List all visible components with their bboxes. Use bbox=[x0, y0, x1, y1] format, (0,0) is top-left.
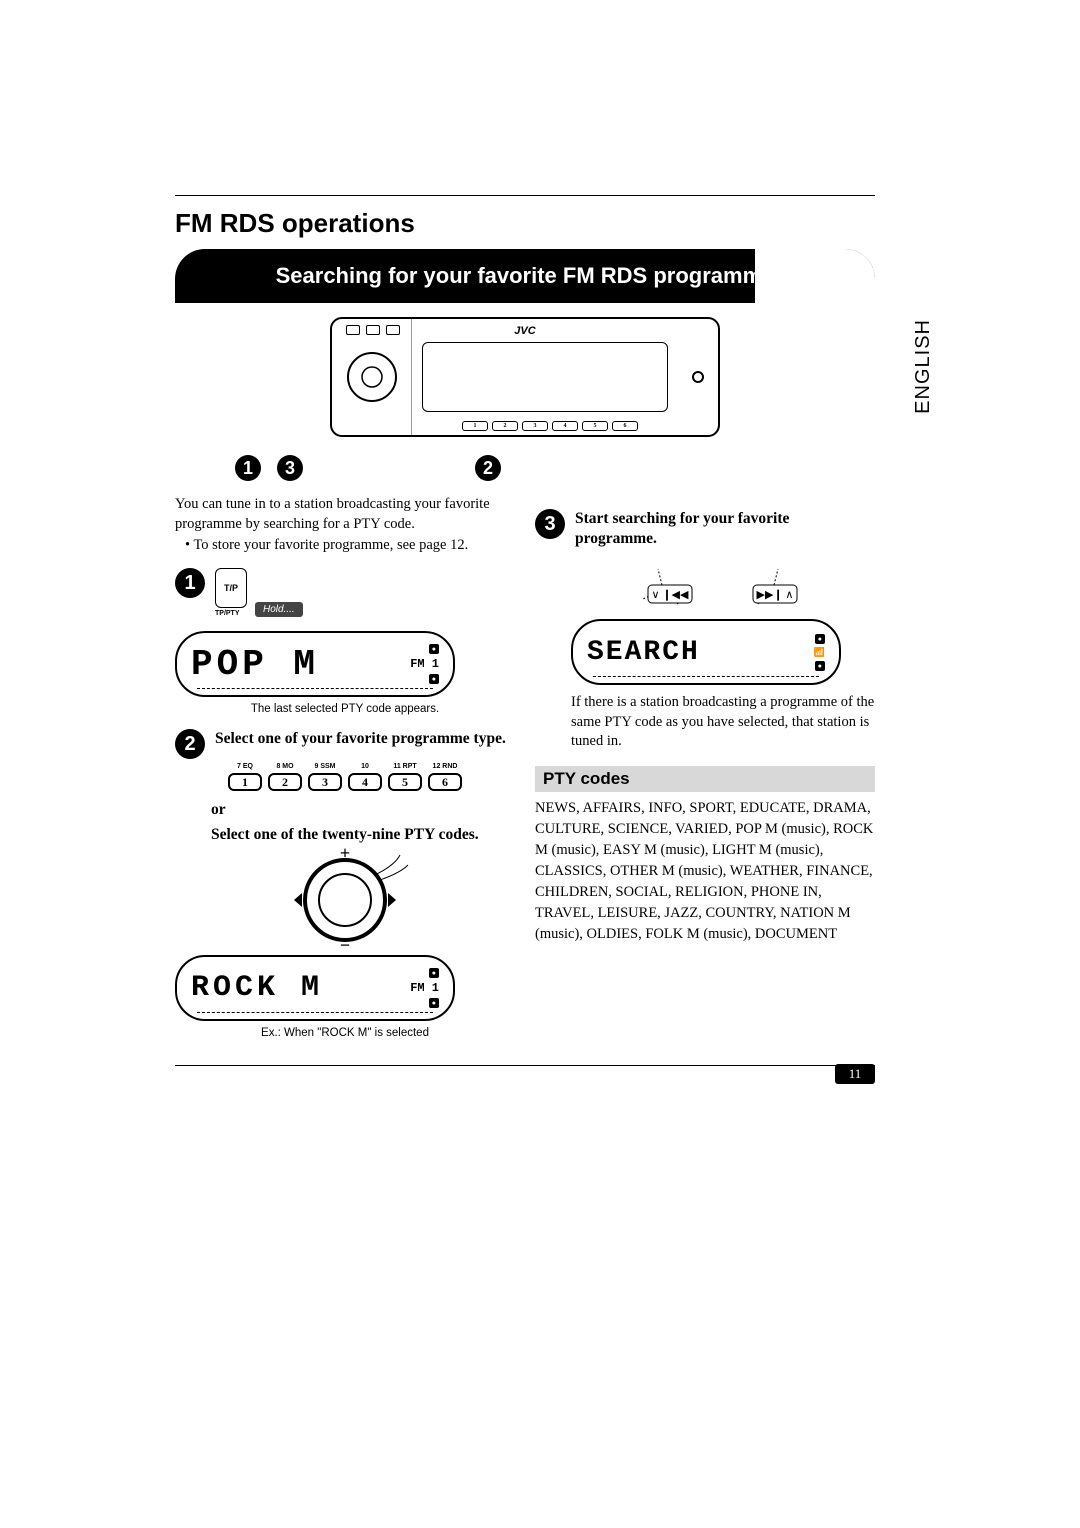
number-button: 9 SSM3 bbox=[308, 773, 342, 791]
left-column: You can tune in to a station broadcastin… bbox=[175, 495, 515, 1039]
step-3-number: 3 bbox=[535, 509, 565, 539]
number-button: 11 RPT5 bbox=[388, 773, 422, 791]
svg-text:∨ ❙◀◀: ∨ ❙◀◀ bbox=[652, 589, 689, 601]
callout-1: 1 bbox=[235, 455, 261, 481]
or-label: or bbox=[175, 801, 515, 819]
language-tab: ENGLISH bbox=[912, 319, 935, 414]
step-3-text: Start searching for your favorite progra… bbox=[575, 509, 875, 549]
step-2-text: Select one of your favorite programme ty… bbox=[215, 729, 506, 749]
preset-button: 2 bbox=[492, 421, 518, 431]
dial-illustration: + − bbox=[280, 845, 410, 955]
intro-text: You can tune in to a station broadcastin… bbox=[175, 495, 515, 534]
banner-right-cap bbox=[755, 249, 875, 303]
banner-title: Searching for your favorite FM RDS progr… bbox=[276, 263, 775, 289]
callout-row: 1 3 2 bbox=[175, 455, 875, 481]
preset-button: 3 bbox=[522, 421, 548, 431]
lcd-display-3: SEARCH ● 📶 ● bbox=[571, 619, 841, 685]
step-2b-text: Select one of the twenty-nine PTY codes. bbox=[175, 825, 515, 845]
lcd-display-1: POP M ● FM 1 ● bbox=[175, 631, 455, 697]
step-2-number: 2 bbox=[175, 729, 205, 759]
lcd-badge: ● bbox=[815, 634, 825, 644]
lcd-badge: ● bbox=[429, 644, 439, 654]
hold-badge: Hold.... bbox=[255, 602, 303, 617]
top-rule bbox=[175, 195, 875, 196]
lcd-fm: FM 1 bbox=[410, 657, 439, 671]
number-button: 8 MO2 bbox=[268, 773, 302, 791]
preset-row: 1 2 3 4 5 6 bbox=[422, 421, 678, 431]
device-dial-zone bbox=[332, 319, 412, 435]
lcd-underline bbox=[197, 1012, 433, 1013]
lcd-display-2: ROCK M ● FM 1 ● bbox=[175, 955, 455, 1021]
dial-icon bbox=[344, 349, 400, 405]
aux-jack-icon bbox=[692, 371, 704, 383]
number-button: 104 bbox=[348, 773, 382, 791]
lcd-badge: ● bbox=[429, 674, 439, 684]
callout-2: 2 bbox=[475, 455, 501, 481]
tp-button-icon: T/P bbox=[215, 568, 247, 608]
page-number: 11 bbox=[835, 1064, 875, 1084]
lcd-fm: FM 1 bbox=[410, 981, 439, 995]
tp-button-top: T/P bbox=[224, 583, 238, 593]
lcd-1-caption: The last selected PTY code appears. bbox=[175, 703, 515, 715]
brand-logo: JVC bbox=[514, 325, 535, 337]
step-3: 3 Start searching for your favorite prog… bbox=[535, 509, 875, 549]
pty-codes-list: NEWS, AFFAIRS, INFO, SPORT, EDUCATE, DRA… bbox=[535, 798, 875, 945]
tp-button-label: TP/PTY bbox=[215, 610, 247, 617]
banner: Searching for your favorite FM RDS progr… bbox=[175, 249, 875, 303]
lcd-2-caption: Ex.: When "ROCK M" is selected bbox=[175, 1027, 515, 1039]
antenna-icon: 📶 bbox=[814, 647, 825, 658]
page-title: FM RDS operations bbox=[175, 208, 875, 239]
nav-arrows: ∨ ❙◀◀ ▶▶❙ ∧ bbox=[571, 559, 875, 609]
nav-arrows-icon: ∨ ❙◀◀ ▶▶❙ ∧ bbox=[623, 559, 823, 609]
preset-button: 6 bbox=[612, 421, 638, 431]
lcd-underline bbox=[197, 688, 433, 689]
device-display bbox=[422, 342, 668, 412]
pty-codes-heading: PTY codes bbox=[535, 766, 875, 792]
step-2: 2 Select one of your favorite programme … bbox=[175, 729, 515, 759]
svg-text:▶▶❙ ∧: ▶▶❙ ∧ bbox=[757, 589, 794, 601]
number-button-row: 7 EQ1 8 MO2 9 SSM3 104 11 RPT5 12 RND6 bbox=[175, 773, 515, 791]
intro-bullet: • To store your favorite programme, see … bbox=[175, 537, 515, 554]
preset-button: 5 bbox=[582, 421, 608, 431]
number-button: 12 RND6 bbox=[428, 773, 462, 791]
tiny-button bbox=[346, 325, 360, 335]
bottom-rule: 11 bbox=[175, 1065, 875, 1066]
lcd-main-text: ROCK M bbox=[191, 971, 400, 1005]
step-1-number: 1 bbox=[175, 568, 205, 598]
preset-button: 1 bbox=[462, 421, 488, 431]
lcd-main-text: SEARCH bbox=[587, 637, 804, 668]
preset-button: 4 bbox=[552, 421, 578, 431]
lcd-badge: ● bbox=[429, 968, 439, 978]
callout-3: 3 bbox=[277, 455, 303, 481]
device-illustration: JVC 1 2 3 4 5 6 bbox=[330, 317, 720, 437]
step-3-result: If there is a station broadcasting a pro… bbox=[535, 693, 875, 752]
tiny-button bbox=[366, 325, 380, 335]
lcd-badge: ● bbox=[815, 661, 825, 671]
right-column: 3 Start searching for your favorite prog… bbox=[535, 495, 875, 1039]
step-1: 1 T/P TP/PTY Hold.... bbox=[175, 568, 515, 617]
lcd-badge: ● bbox=[429, 998, 439, 1008]
tiny-button bbox=[386, 325, 400, 335]
lcd-main-text: POP M bbox=[191, 644, 400, 685]
lcd-underline bbox=[593, 676, 819, 677]
svg-text:−: − bbox=[340, 935, 350, 955]
number-button: 7 EQ1 bbox=[228, 773, 262, 791]
